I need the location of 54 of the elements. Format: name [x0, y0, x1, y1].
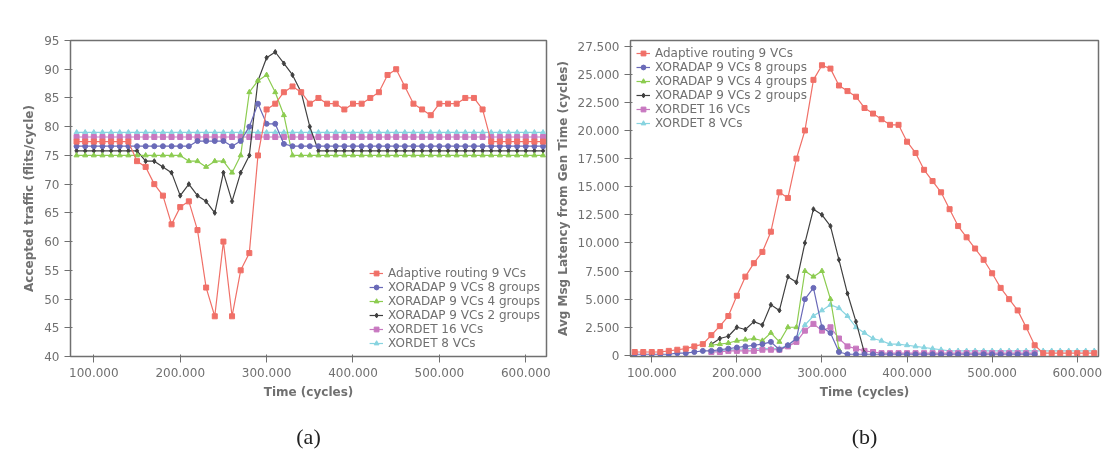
x-axis-title: Time (cycles)	[819, 384, 910, 399]
legend-label: XORADAP 9 VCs 2 groups	[655, 88, 807, 102]
legend-label: XORDET 8 VCs	[655, 116, 743, 130]
text: (a)	[296, 423, 321, 449]
legend-label: XORADAP 9 VCs 8 groups	[655, 60, 807, 74]
y-tick-label: 40	[44, 350, 60, 364]
x-tick-label: 100.000	[626, 365, 677, 380]
x-axis-title: Time (cycles)	[263, 384, 354, 399]
x-tick-label: 400.000	[328, 365, 378, 380]
y-tick-label: 90	[44, 62, 60, 77]
y-tick-label: 22.500	[577, 95, 620, 110]
x-tick-label: 500.000	[414, 365, 465, 380]
y-tick-label: 27.500	[577, 39, 620, 54]
text: (b)	[851, 423, 878, 449]
y-tick-label: 0	[611, 348, 620, 363]
y-tick-label: 25.000	[577, 67, 620, 82]
y-tick-label: 55	[44, 263, 60, 278]
x-tick-label: 500.000	[967, 365, 1017, 380]
y-tick-label: 17.500	[577, 152, 620, 167]
y-tick-label: 20.000	[577, 123, 620, 138]
legend-label: Adaptive routing 9 VCs	[388, 266, 526, 280]
x-tick-label: 600.000	[1052, 365, 1103, 380]
legend-label: XORDET 8 VCs	[388, 336, 476, 350]
x-tick-label: 200.000	[155, 365, 206, 380]
legend-label: XORADAP 9 VCs 4 groups	[388, 294, 540, 308]
y-tick-label: 15.000	[577, 180, 620, 195]
legend-label: XORDET 16 VCs	[388, 322, 484, 336]
x-tick-label: 400.000	[882, 365, 932, 380]
y-tick-label: 7.500	[585, 264, 620, 279]
y-axis-title: Accepted traffic (flits/cycle)	[22, 105, 37, 292]
x-tick-label: 100.000	[69, 365, 119, 380]
y-tick-label: 75	[44, 148, 60, 163]
legend-label: Adaptive routing 9 VCs	[655, 46, 793, 60]
x-tick-label: 200.000	[712, 365, 762, 380]
legend-label: XORADAP 9 VCs 2 groups	[388, 308, 540, 322]
y-tick-label: 12.500	[577, 208, 620, 223]
x-tick-label: 300.000	[797, 365, 847, 380]
y-tick-label: 10.000	[577, 236, 620, 251]
x-tick-label: 600.000	[500, 365, 551, 380]
y-tick-label: 70	[44, 177, 60, 192]
y-tick-label: 85	[44, 91, 60, 106]
y-axis-title: Avg Msg Latency from Gen Time (cycles)	[555, 61, 570, 336]
y-tick-label: 65	[44, 206, 60, 221]
y-tick-label: 95	[44, 34, 60, 48]
x-tick-label: 300.000	[241, 365, 292, 380]
y-tick-label: 45	[44, 321, 60, 336]
y-tick-label: 50	[44, 292, 60, 307]
legend-label: XORADAP 9 VCs 8 groups	[388, 280, 540, 294]
legend-label: XORDET 16 VCs	[655, 102, 751, 116]
y-tick-label: 5.000	[585, 292, 620, 307]
y-tick-label: 80	[44, 120, 60, 135]
legend-label: XORADAP 9 VCs 4 groups	[655, 74, 807, 88]
y-tick-label: 60	[44, 235, 60, 250]
y-tick-label: 2.500	[585, 320, 620, 335]
